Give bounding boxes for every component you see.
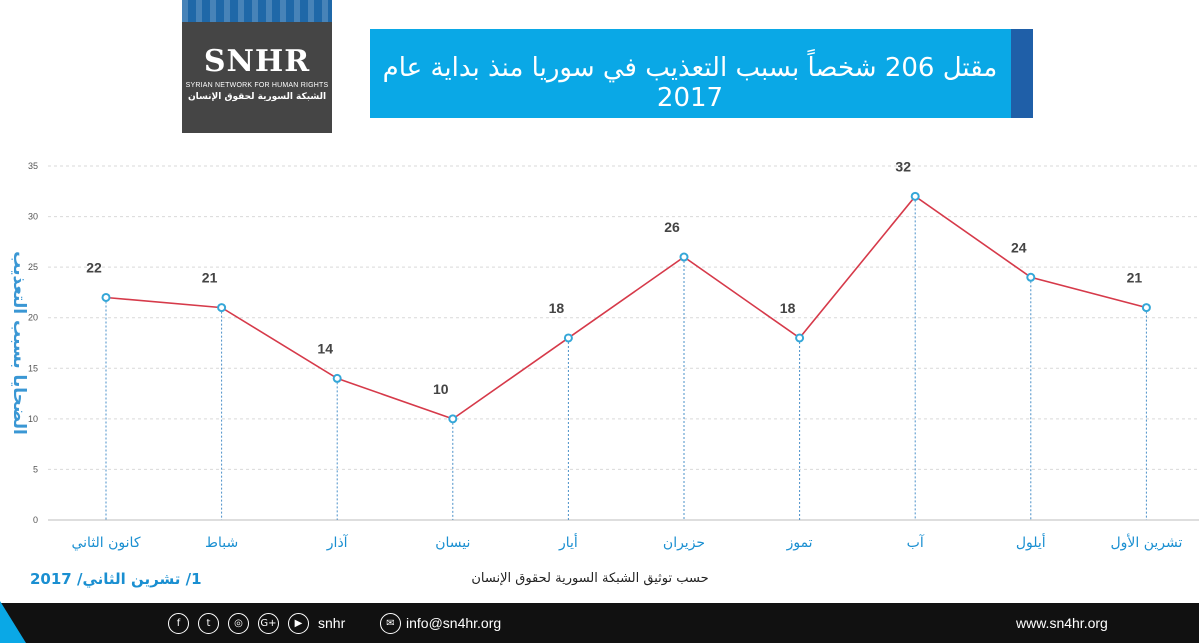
google-plus-icon[interactable]: G+ (258, 613, 279, 634)
corner-decoration (0, 601, 26, 643)
chart-title: مقتل 206 شخصاً بسبب التعذيب في سوريا منذ… (382, 53, 998, 113)
data-point (563, 333, 573, 343)
twitter-icon[interactable]: t (198, 613, 219, 634)
data-label: 18 (780, 300, 796, 316)
title-band: مقتل 206 شخصاً بسبب التعذيب في سوريا منذ… (370, 29, 1033, 118)
title-accent (1011, 29, 1033, 118)
logo-pattern (182, 0, 332, 22)
x-category-label: شباط (205, 535, 238, 551)
y-tick-label: 25 (28, 262, 38, 272)
snhr-logo: SNHR SYRIAN NETWORK FOR HUMAN RIGHTS الش… (182, 0, 332, 133)
data-point (795, 333, 805, 343)
data-point (101, 292, 111, 302)
instagram-icon[interactable]: ◎ (228, 613, 249, 634)
data-label: 21 (202, 270, 218, 286)
x-category-label: آذار (326, 534, 349, 551)
data-label: 24 (1011, 239, 1027, 255)
data-label: 22 (86, 259, 102, 275)
data-label: 14 (317, 340, 333, 356)
footer-bar: f t ◎ G+ ▶ snhr ✉ info@sn4hr.org www.sn4… (0, 603, 1199, 643)
data-label: 18 (549, 300, 565, 316)
logo-english-name: SYRIAN NETWORK FOR HUMAN RIGHTS (185, 82, 329, 89)
youtube-icon[interactable]: ▶ (288, 613, 309, 634)
data-point (910, 191, 920, 201)
data-point (217, 303, 227, 313)
data-point (332, 373, 342, 383)
email-icon: ✉ (380, 613, 401, 634)
data-label: 21 (1127, 270, 1143, 286)
x-category-label: تموز (786, 535, 813, 551)
data-label: 10 (433, 381, 449, 397)
line-chart: 0 5 10 15 20 25 30 35 الضحايا بسبب التعذيب 22 كانو… (9, 158, 1199, 551)
email-link[interactable]: info@sn4hr.org (406, 615, 502, 631)
x-category-label: كانون الثاني (71, 535, 140, 551)
data-label: 32 (895, 158, 911, 174)
data-point (1026, 272, 1036, 282)
y-tick-label: 0 (33, 515, 38, 525)
y-tick-label: 20 (28, 313, 38, 323)
date-label: 1/ تشرين الثاني/ 2017 (30, 570, 202, 588)
source-label: حسب توثيق الشبكة السورية لحقوق الإنسان (471, 571, 709, 586)
y-axis-title: الضحايا بسبب التعذيب (9, 251, 29, 435)
data-label: 26 (664, 219, 680, 235)
y-tick-label: 10 (28, 414, 38, 424)
x-category-label: نيسان (435, 535, 470, 551)
x-category-label: حزيران (663, 535, 705, 551)
y-tick-label: 30 (28, 212, 38, 222)
data-point (679, 252, 689, 262)
y-tick-label: 5 (33, 464, 38, 474)
data-point (1141, 303, 1151, 313)
facebook-icon[interactable]: f (168, 613, 189, 634)
data-point (448, 414, 458, 424)
logo-arabic-name: الشبكة السورية لحقوق الإنسان (187, 92, 327, 102)
logo-name: SNHR (203, 44, 311, 79)
x-category-label: آب (907, 534, 925, 551)
social-handle[interactable]: snhr (318, 615, 346, 631)
x-category-label: تشرين الأول (1110, 533, 1182, 551)
series-line (105, 195, 1147, 420)
y-tick-label: 15 (28, 363, 38, 373)
y-tick-label: 35 (28, 161, 38, 171)
x-category-label: أيلول (1016, 533, 1046, 551)
website-link[interactable]: www.sn4hr.org (1016, 615, 1108, 631)
x-category-label: أيار (558, 533, 578, 551)
